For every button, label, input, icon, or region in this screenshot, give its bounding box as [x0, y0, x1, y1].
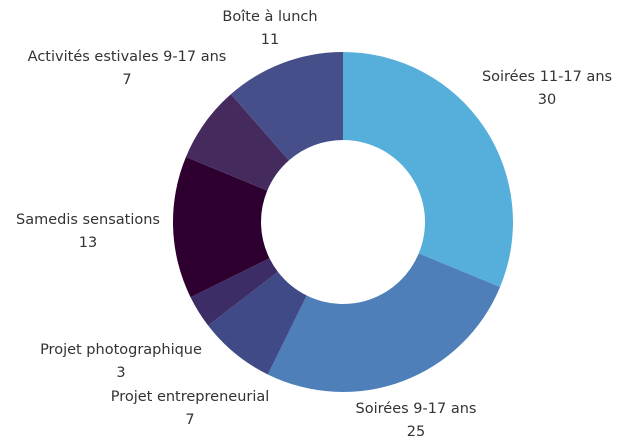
donut-slice — [185, 94, 289, 191]
donut-slice — [190, 258, 278, 326]
donut-slice — [343, 52, 513, 288]
slice-label: Projet entrepreneurial — [111, 389, 270, 405]
donut-slice — [208, 271, 307, 375]
slice-value: 13 — [79, 235, 97, 251]
slice-value: 25 — [407, 424, 425, 440]
donut-slice — [173, 156, 270, 298]
slice-value: 7 — [185, 412, 194, 428]
donut-slice — [230, 52, 343, 161]
slice-label: Projet photographique — [40, 342, 202, 358]
donut-slice — [267, 253, 501, 392]
slice-value: 3 — [116, 365, 125, 381]
slice-label: Soirées 9-17 ans — [356, 401, 477, 417]
slice-label: Samedis sensations — [16, 212, 160, 228]
slice-value: 7 — [122, 72, 131, 88]
slice-label: Boîte à lunch — [222, 9, 317, 25]
slice-label: Soirées 11-17 ans — [482, 69, 612, 85]
slice-value: 11 — [261, 32, 279, 48]
slice-label: Activités estivales 9-17 ans — [28, 49, 227, 65]
slice-value: 30 — [538, 92, 556, 108]
